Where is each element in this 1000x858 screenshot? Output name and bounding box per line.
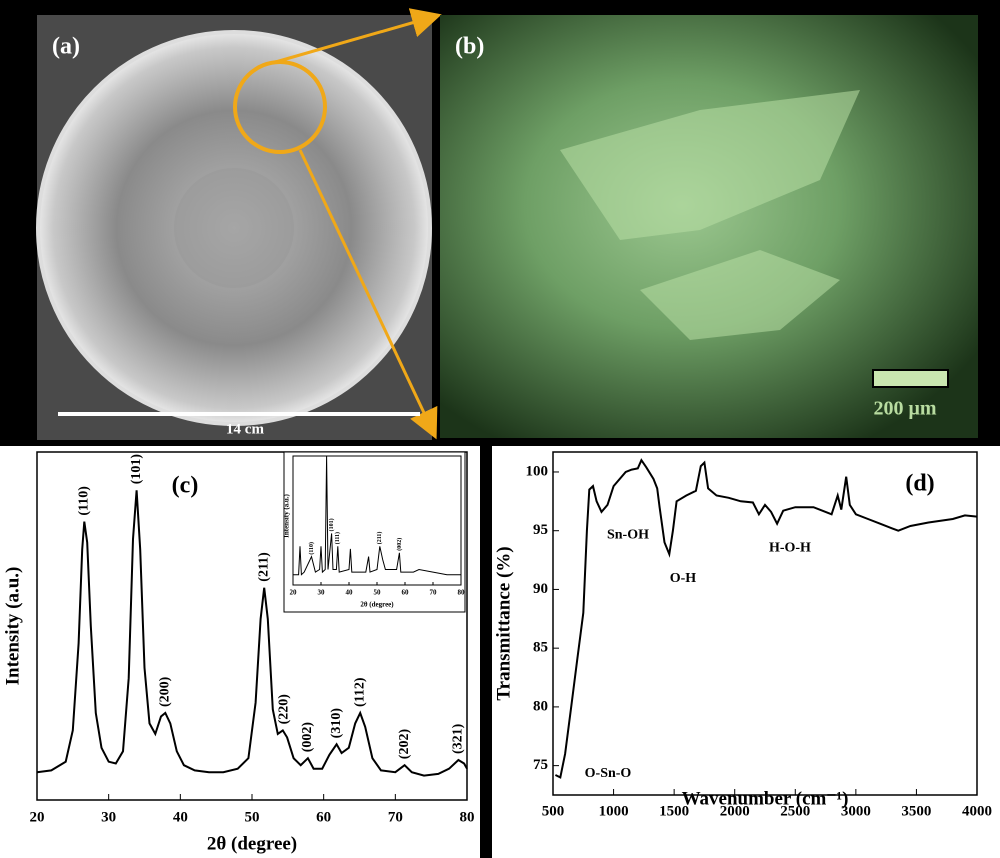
band-label: O-H xyxy=(670,571,697,586)
x-tick-label: 30 xyxy=(101,809,116,825)
x-tick-label: 500 xyxy=(542,803,565,819)
x-tick-label: 1500 xyxy=(659,803,689,819)
y-tick-label: 95 xyxy=(533,522,548,538)
x-tick-label: 2000 xyxy=(720,803,750,819)
crystals xyxy=(560,90,860,340)
y-axis-label: Transmittance (%) xyxy=(493,546,514,700)
x-tick-label: 1000 xyxy=(599,803,629,819)
y-tick-label: 80 xyxy=(533,698,548,714)
peak-label: (220) xyxy=(276,694,291,725)
peak-label: (111) xyxy=(334,532,341,544)
x-tick-label: 50 xyxy=(245,809,260,825)
x-tick-label: 4000 xyxy=(962,803,992,819)
peak-label: (211) xyxy=(376,532,383,545)
divider xyxy=(480,446,492,858)
y-tick-label: 85 xyxy=(533,640,548,656)
peak-label: (202) xyxy=(397,729,412,760)
y-axis-label: Intensity (a.u.) xyxy=(2,567,23,686)
x-tick-label: 80 xyxy=(458,589,466,597)
band-label: Sn-OH xyxy=(607,528,649,543)
zoom-arrow xyxy=(271,8,442,65)
zoom-arrow xyxy=(298,149,438,440)
peak-label: (200) xyxy=(158,676,173,707)
x-tick-label: 20 xyxy=(290,589,298,597)
dish-center xyxy=(174,168,294,288)
x-tick-label: 60 xyxy=(402,589,410,597)
plot-frame xyxy=(552,451,978,796)
peak-label: (110) xyxy=(308,542,315,555)
peak-label: (112) xyxy=(352,677,367,707)
x-tick-label: 30 xyxy=(318,589,326,597)
panel-label: (c) xyxy=(172,473,199,499)
x-tick-label: 3000 xyxy=(841,803,871,819)
x-axis-label: 2θ (degree) xyxy=(207,833,297,854)
peak-label: (110) xyxy=(77,486,92,516)
x-tick-label: 40 xyxy=(346,589,354,597)
x-tick-label: 70 xyxy=(388,809,403,825)
x-tick-label: 60 xyxy=(316,809,331,825)
peak-label: (211) xyxy=(256,552,271,582)
peak-label: (002) xyxy=(300,722,315,753)
scale-text: 200 μm xyxy=(874,398,937,420)
x-axis-label: 2θ (degree) xyxy=(360,601,394,609)
data-line xyxy=(36,490,468,777)
x-tick-label: 50 xyxy=(374,589,382,597)
x-tick-label: 3500 xyxy=(901,803,931,819)
data-line xyxy=(293,455,461,576)
band-label: O-Sn-O xyxy=(585,766,632,781)
photo-b xyxy=(440,15,978,438)
peak-label: (310) xyxy=(329,708,344,739)
panel-label: (b) xyxy=(455,34,484,60)
panel-label: (a) xyxy=(52,34,80,60)
peak-label: (101) xyxy=(129,454,144,485)
x-tick-label: 2500 xyxy=(780,803,810,819)
peak-label: (321) xyxy=(451,723,466,754)
y-axis-label: Intensity (a.u.) xyxy=(283,493,291,537)
scale-bar xyxy=(872,369,949,388)
scale-text: 14 cm xyxy=(226,421,264,437)
y-tick-label: 90 xyxy=(533,581,548,597)
x-tick-label: 40 xyxy=(173,809,188,825)
y-tick-label: 75 xyxy=(533,757,548,773)
x-tick-label: 20 xyxy=(30,809,45,825)
x-tick-label: 80 xyxy=(460,809,475,825)
data-line xyxy=(554,458,978,779)
peak-label: (002) xyxy=(396,538,403,551)
x-axis-label: Wavenumber (cm⁻¹) xyxy=(682,788,849,809)
y-tick-label: 100 xyxy=(526,463,549,479)
peak-label: (101) xyxy=(328,518,335,531)
band-label: H-O-H xyxy=(769,541,811,556)
x-tick-label: 70 xyxy=(430,589,438,597)
panel-label: (d) xyxy=(905,471,934,497)
